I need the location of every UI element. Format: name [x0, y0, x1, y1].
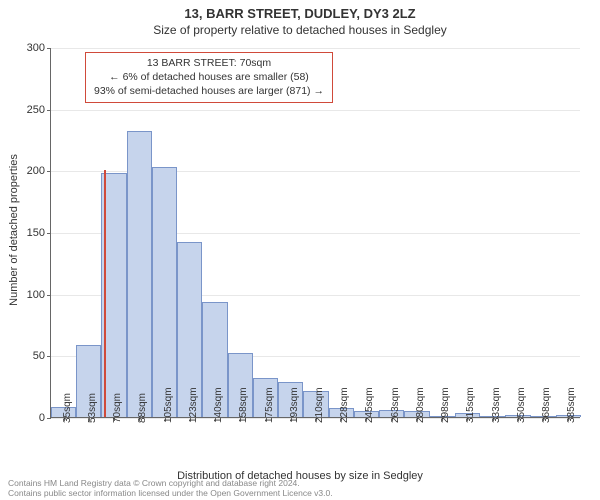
gridline: [51, 48, 580, 49]
xtick-label: 193sqm: [289, 387, 300, 423]
attribution-footer: Contains HM Land Registry data © Crown c…: [8, 478, 333, 498]
histogram-bar: [127, 131, 152, 417]
xtick-label: 123sqm: [188, 387, 199, 423]
xtick-label: 158sqm: [238, 387, 249, 423]
xtick-label: 35sqm: [62, 393, 73, 423]
xtick-label: 315sqm: [465, 387, 476, 423]
xtick-label: 350sqm: [516, 387, 527, 423]
xtick-label: 298sqm: [440, 387, 451, 423]
footer-line-1: Contains HM Land Registry data © Crown c…: [8, 478, 333, 488]
ytick-label: 250: [27, 104, 51, 116]
footer-line-2: Contains public sector information licen…: [8, 488, 333, 498]
xtick-label: 385sqm: [566, 387, 577, 423]
gridline: [51, 110, 580, 111]
xtick-label: 88sqm: [137, 393, 148, 423]
xtick-label: 105sqm: [163, 387, 174, 423]
xtick-label: 263sqm: [390, 387, 401, 423]
annotation-line: 93% of semi-detached houses are larger (…: [94, 84, 324, 98]
annotation-box: 13 BARR STREET: 70sqm← 6% of detached ho…: [85, 52, 333, 103]
histogram-bar: [152, 167, 177, 417]
annotation-line: 13 BARR STREET: 70sqm: [94, 56, 324, 70]
xtick-label: 280sqm: [415, 387, 426, 423]
ytick-label: 0: [39, 412, 51, 424]
ytick-label: 200: [27, 165, 51, 177]
xtick-label: 53sqm: [87, 393, 98, 423]
xtick-label: 140sqm: [213, 387, 224, 423]
xtick-label: 70sqm: [112, 393, 123, 423]
xtick-label: 368sqm: [541, 387, 552, 423]
xtick-label: 175sqm: [264, 387, 275, 423]
ytick-label: 100: [27, 289, 51, 301]
xtick-label: 210sqm: [314, 387, 325, 423]
y-axis-label: Number of detached properties: [8, 154, 20, 306]
xtick-label: 333sqm: [491, 387, 502, 423]
page-title: 13, BARR STREET, DUDLEY, DY3 2LZ: [0, 0, 600, 21]
ytick-label: 150: [27, 227, 51, 239]
subject-marker-line: [104, 170, 106, 417]
xtick-label: 228sqm: [339, 387, 350, 423]
histogram-chart: 05010015020025030035sqm53sqm70sqm88sqm10…: [50, 48, 580, 418]
annotation-line: ← 6% of detached houses are smaller (58): [94, 70, 324, 84]
ytick-label: 50: [33, 350, 51, 362]
page-subtitle: Size of property relative to detached ho…: [0, 21, 600, 41]
ytick-label: 300: [27, 42, 51, 54]
plot-region: 05010015020025030035sqm53sqm70sqm88sqm10…: [50, 48, 580, 418]
xtick-label: 245sqm: [364, 387, 375, 423]
